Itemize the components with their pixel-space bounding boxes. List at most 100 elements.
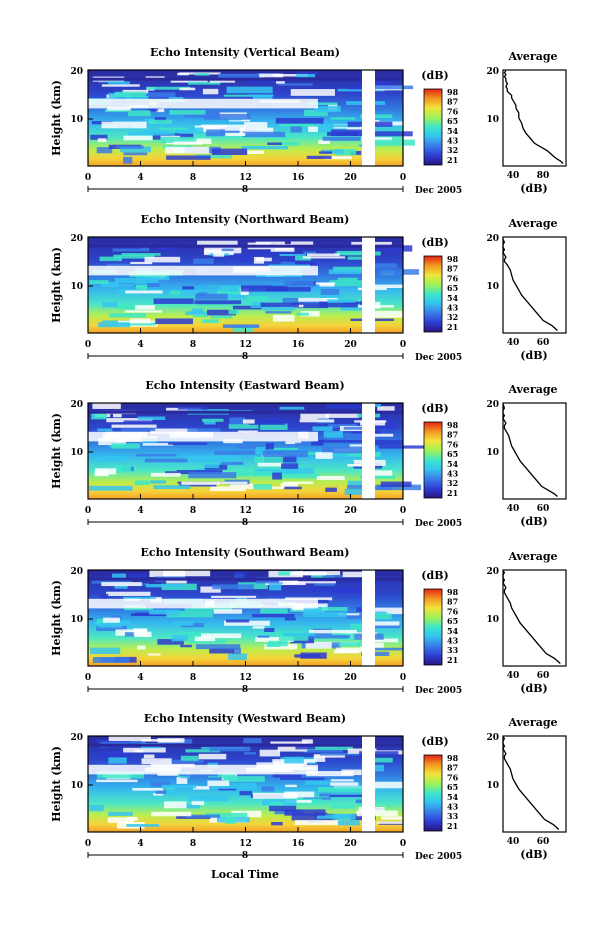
echo-patch (290, 241, 314, 247)
y-tick-label: 20 (70, 67, 83, 77)
echo-patch (270, 741, 309, 745)
panel-title: Echo Intensity (Eastward Beam) (145, 379, 344, 392)
echo-patch (277, 141, 300, 146)
echo-patch (295, 442, 308, 446)
echo-patch (248, 419, 286, 425)
echo-patch (185, 749, 221, 753)
echo-patch (211, 782, 257, 789)
avg-x-label: (dB) (520, 848, 547, 861)
echo-patch (92, 403, 121, 409)
tropopause-band (88, 77, 403, 81)
colorbar-tick-label: 54 (447, 459, 459, 469)
echo-patch (268, 640, 288, 647)
echo-patch (329, 280, 364, 287)
echo-gap (88, 431, 318, 442)
echo-patch (319, 301, 358, 308)
x-tick-label: 16 (292, 340, 305, 350)
echo-patch (124, 632, 134, 637)
colorbar-unit: (dB) (421, 569, 448, 582)
echo-patch (213, 252, 225, 257)
colorbar-tick-label: 43 (447, 802, 459, 812)
echo-patch (191, 799, 205, 806)
echo-patch (202, 109, 227, 116)
echo-patch (293, 798, 322, 801)
echo-patch (116, 145, 144, 149)
echo-patch (252, 626, 265, 629)
echo-patch (272, 73, 309, 77)
echo-patch (361, 137, 393, 142)
x-axis-label: Local Time (211, 868, 279, 881)
echo-patch (275, 117, 324, 124)
echo-patch (314, 440, 363, 443)
colorbar-tick-label: 54 (447, 293, 459, 303)
echo-patch (217, 288, 242, 295)
echo-patch (279, 580, 299, 583)
colorbar-tick-label: 54 (447, 626, 459, 636)
echo-patch (267, 142, 282, 145)
avg-x-tick-label: 40 (507, 837, 520, 847)
y-tick-label: 20 (70, 400, 83, 410)
echo-patch (302, 750, 343, 753)
echo-patch (90, 134, 108, 140)
echo-patch (252, 792, 298, 799)
echo-patch (308, 629, 357, 634)
echo-patch (377, 269, 420, 275)
echo-patch (239, 791, 253, 796)
echo-patch (164, 801, 187, 809)
echo-patch (369, 440, 403, 446)
echo-patch (150, 428, 197, 434)
echo-patch (111, 573, 126, 579)
echo-patch (240, 285, 289, 292)
y-axis-label: Height (km) (50, 746, 63, 822)
avg-x-label: (dB) (520, 515, 547, 528)
echo-patch (96, 779, 138, 783)
echo-patch (180, 755, 199, 761)
echo-patch (332, 266, 369, 272)
echo-patch (98, 623, 122, 628)
avg-title: Average (507, 550, 557, 563)
echo-patch (252, 94, 273, 100)
echo-patch (128, 92, 176, 98)
echo-patch (108, 757, 127, 764)
x-tick-label: 4 (137, 340, 143, 350)
echo-patch (108, 313, 147, 318)
echo-patch (332, 813, 356, 820)
colorbar-tick-label: 43 (447, 136, 459, 146)
echo-patch (262, 450, 308, 458)
echo-patch (360, 624, 401, 629)
avg-y-tick-label: 10 (486, 282, 499, 292)
echo-patch (290, 89, 335, 96)
echo-patch (312, 426, 333, 431)
echo-patch (94, 470, 109, 477)
echo-patch (300, 311, 320, 317)
echo-patch (320, 294, 345, 298)
echo-patch (103, 617, 120, 623)
echo-patch (279, 123, 320, 127)
echo-patch (284, 280, 314, 287)
x-tick-label: 20 (344, 506, 357, 516)
echo-patch (285, 784, 297, 788)
echo-patch (284, 756, 304, 764)
colorbar-tick-label: 87 (447, 763, 458, 773)
echo-patch (144, 256, 181, 263)
echo-patch (159, 127, 187, 130)
echo-patch (347, 256, 364, 260)
x-tick-label: 8 (190, 506, 196, 516)
echo-patch (359, 751, 399, 755)
echo-patch (269, 583, 282, 591)
echo-patch (180, 644, 192, 648)
echo-patch (193, 786, 210, 790)
x-tick-label: 12 (239, 173, 252, 183)
echo-patch (315, 282, 336, 285)
echo-patch (279, 406, 305, 410)
echo-patch (284, 809, 326, 816)
echo-patch (239, 127, 274, 135)
echo-patch (195, 644, 241, 650)
echo-patch (223, 776, 265, 782)
echo-patch (170, 79, 208, 83)
echo-patch (347, 480, 367, 487)
echo-patch (133, 281, 148, 285)
echo-patch (203, 113, 251, 120)
echo-patch (126, 823, 159, 827)
date-label: Dec 2005 (415, 186, 462, 196)
